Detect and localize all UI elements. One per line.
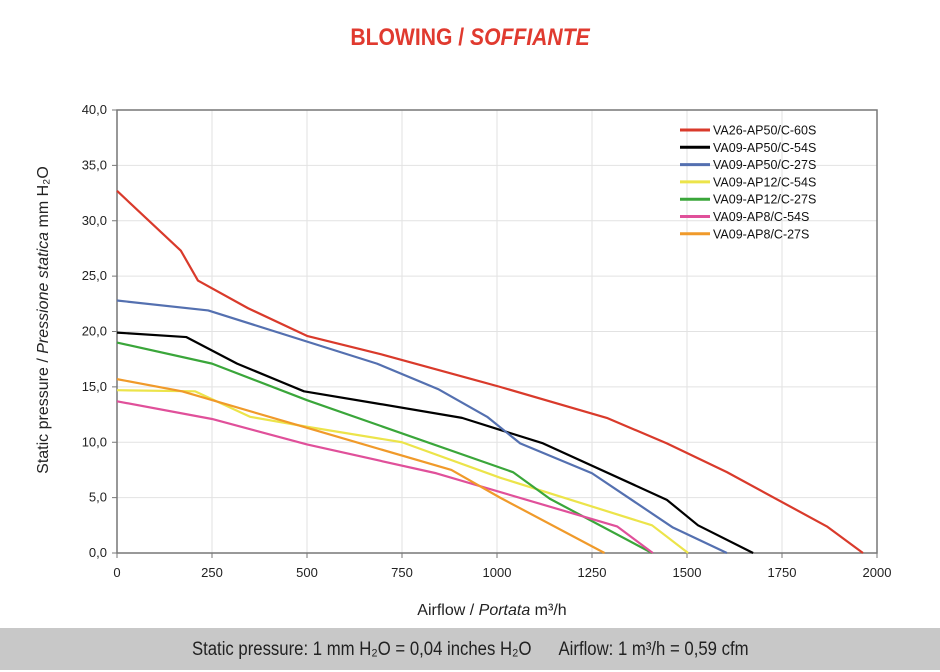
- y-tick-label: 35,0: [82, 157, 107, 172]
- x-tick-label: 250: [201, 565, 223, 580]
- series-line-VA09-AP8/C-27S: [116, 378, 606, 554]
- y-tick-label: 25,0: [82, 268, 107, 283]
- chart: 0 250 500 750 1000 1250 1500 1750 2000 0,0 5,0 10,0…: [35, 102, 892, 619]
- y-tick-label: 10,0: [82, 434, 107, 449]
- legend-label: VA09-AP50/C-54S: [713, 141, 816, 155]
- y-tick-label: 5,0: [89, 490, 107, 505]
- x-axis-label-part: Portata: [479, 602, 531, 619]
- legend-label: VA09-AP8/C-54S: [713, 210, 809, 224]
- x-axis-label-part: m³/h: [530, 602, 566, 619]
- y-axis-label: Static pressure / Pressione statica mm H…: [35, 166, 52, 474]
- y-tick-label: 20,0: [82, 324, 107, 339]
- x-tick-label: 0: [113, 565, 120, 580]
- y-tick-label: 30,0: [82, 213, 107, 228]
- x-tick-label: 2000: [863, 565, 892, 580]
- legend-label: VA09-AP12/C-27S: [713, 193, 816, 207]
- legend-label: VA09-AP12/C-54S: [713, 175, 816, 189]
- series-line-VA09-AP8/C-54S: [116, 400, 654, 554]
- title-main: BLOWING: [350, 24, 453, 51]
- y-axis-label-part: Static pressure /: [35, 354, 52, 474]
- y-axis-label-part: mm H₂O: [35, 166, 52, 232]
- series-line-VA09-AP12/C-27S: [116, 341, 653, 554]
- y-tick-label: 40,0: [82, 102, 107, 117]
- legend-label: VA26-AP50/C-60S: [713, 124, 816, 138]
- chart-title: BLOWING / SOFFIANTE: [350, 24, 590, 51]
- x-axis-label-part: Airflow /: [417, 602, 478, 619]
- series-line-VA09-AP12/C-54S: [116, 389, 689, 554]
- footer-conversion-note: Static pressure: 1 mm H₂O = 0,04 inches …: [0, 628, 940, 670]
- series-line-VA09-AP50/C-27S: [116, 299, 728, 554]
- y-tick-label: 15,0: [82, 379, 107, 394]
- series-line-VA09-AP50/C-54S: [116, 331, 754, 554]
- x-axis-label: Airflow / Portata m³/h: [417, 602, 566, 619]
- x-tick-label: 1000: [483, 565, 512, 580]
- series-line-VA26-AP50/C-60S: [116, 190, 864, 554]
- x-tick-label: 500: [296, 565, 318, 580]
- y-tick-label: 0,0: [89, 545, 107, 560]
- x-tick-label: 1250: [578, 565, 607, 580]
- x-tick-label: 1500: [673, 565, 702, 580]
- legend-label: VA09-AP50/C-27S: [713, 158, 816, 172]
- title-italic: SOFFIANTE: [470, 24, 590, 51]
- footer-text: Static pressure: 1 mm H₂O = 0,04 inches …: [191, 639, 749, 660]
- x-tick-label: 1750: [768, 565, 797, 580]
- plot-frame: [116, 109, 878, 554]
- y-axis-label-part: Pressione statica: [35, 232, 52, 354]
- legend-label: VA09-AP8/C-27S: [713, 227, 809, 241]
- x-tick-label: 750: [391, 565, 413, 580]
